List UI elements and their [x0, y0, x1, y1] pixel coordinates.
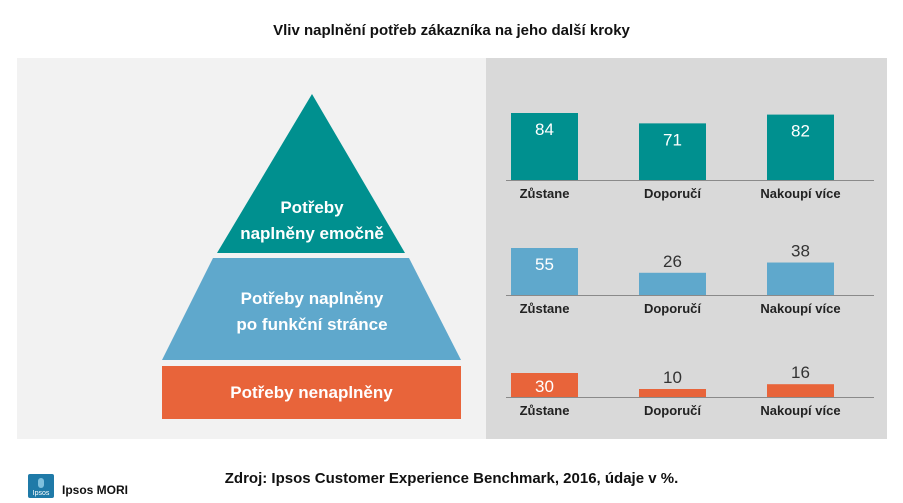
value-label-emocne-1: 71: [663, 130, 682, 149]
category-label-funkcni-0: Zůstane: [520, 301, 570, 316]
category-label-funkcni-1: Doporučí: [644, 301, 701, 316]
pyramid-top-line-2: naplněny emočně: [240, 224, 384, 243]
bar-emocne-1: [639, 123, 706, 180]
value-label-funkcni-0: 55: [535, 255, 554, 274]
value-label-funkcni-1: 26: [663, 252, 682, 271]
category-label-nenaplneny-0: Zůstane: [520, 403, 570, 418]
pyramid-top-line-1: Potřeby: [280, 198, 344, 217]
category-label-nenaplneny-1: Doporučí: [644, 403, 701, 418]
logo-box-text: Ipsos: [32, 490, 50, 497]
logo-name: Ipsos MORI: [62, 483, 129, 497]
category-label-nenaplneny-2: Nakoupí více: [760, 403, 840, 418]
pyramid-top-label: Potřeby naplněny emočně: [213, 195, 411, 247]
pyramid-middle-line-2: po funkční stránce: [236, 315, 388, 334]
bar-nenaplneny-0: [511, 373, 578, 397]
pyramid-middle-line-1: Potřeby naplněny: [240, 289, 384, 308]
value-label-emocne-2: 82: [791, 122, 810, 141]
pyramid-middle-label: Potřeby naplněny po funkční stránce: [175, 286, 449, 338]
category-label-emocne-1: Doporučí: [644, 186, 701, 201]
bar-emocne-0: [511, 113, 578, 180]
ipsos-logo: Ipsos: [28, 474, 54, 498]
category-label-emocne-0: Zůstane: [520, 186, 570, 201]
pyramid-middle-segment: [162, 258, 461, 360]
value-label-nenaplneny-0: 30: [535, 377, 554, 396]
bar-funkcni-0: [511, 248, 578, 295]
pyramid-bottom-label: Potřeby nenaplněny: [230, 382, 393, 402]
bar-funkcni-1: [639, 272, 706, 295]
logo-mark-icon: [38, 478, 44, 488]
source-note: Zdroj: Ipsos Customer Experience Benchma…: [224, 470, 679, 487]
bar-nenaplneny-1: [639, 389, 706, 397]
pyramid-bottom-segment: Potřeby nenaplněny: [162, 366, 461, 419]
pyramid-top-segment: [217, 94, 405, 253]
value-label-nenaplneny-1: 10: [663, 368, 682, 387]
category-label-funkcni-2: Nakoupí více: [760, 301, 840, 316]
bar-funkcni-2: [767, 262, 834, 295]
value-label-nenaplneny-2: 16: [791, 363, 810, 382]
bar-emocne-2: [767, 114, 834, 180]
category-label-emocne-2: Nakoupí více: [760, 186, 840, 201]
bar-nenaplneny-2: [767, 384, 834, 397]
value-label-funkcni-2: 38: [791, 242, 810, 261]
value-label-emocne-0: 84: [535, 120, 554, 139]
chart-title: Vliv naplnění potřeb zákazníka na jeho d…: [273, 22, 630, 39]
